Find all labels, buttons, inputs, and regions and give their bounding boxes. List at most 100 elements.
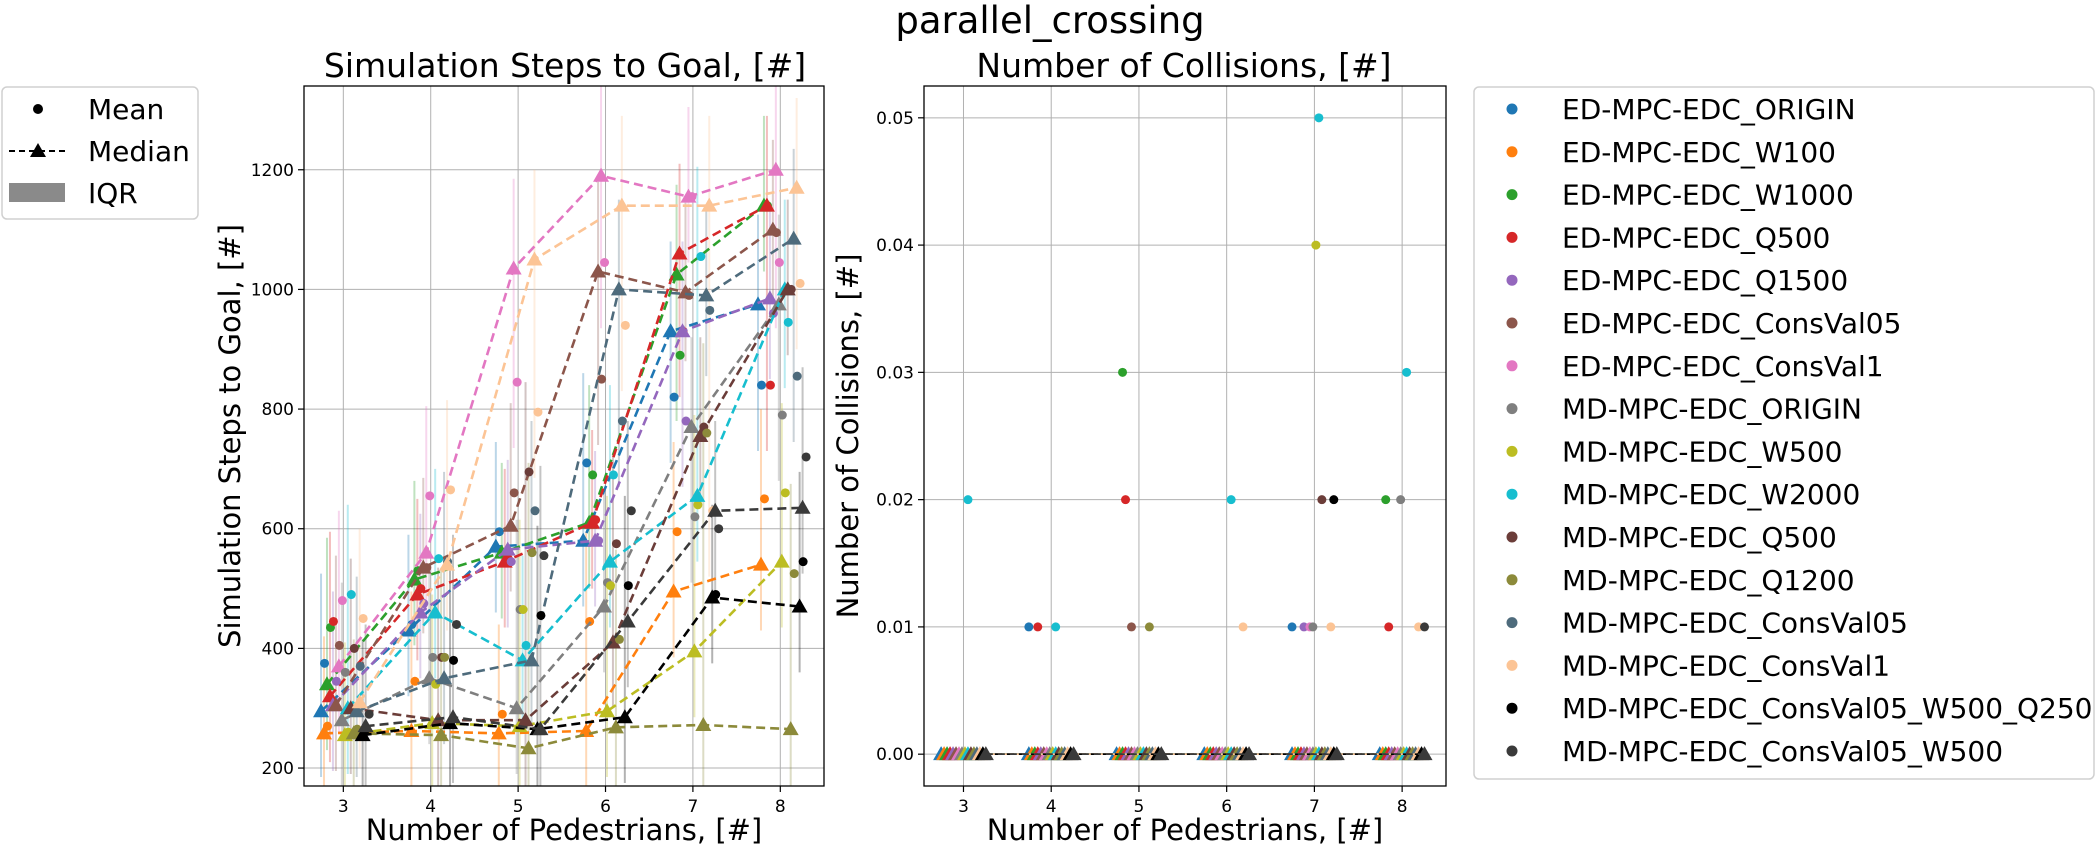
steps-median-point bbox=[761, 290, 778, 305]
legend-marker-icon bbox=[1506, 531, 1518, 543]
steps-mean-point bbox=[524, 467, 534, 477]
steps-mean-point bbox=[497, 709, 507, 719]
steps-ytick-label: 400 bbox=[262, 639, 294, 659]
mean-marker-icon bbox=[33, 104, 43, 114]
legend-label: MD-MPC-EDC_W500 bbox=[1562, 435, 1842, 468]
steps-median-line bbox=[328, 204, 768, 698]
steps-median-point bbox=[436, 670, 453, 685]
steps-mean-point bbox=[536, 610, 546, 620]
steps-median-point bbox=[686, 643, 703, 658]
steps-mean-point bbox=[681, 416, 691, 426]
legend-marker-icon bbox=[1506, 403, 1518, 415]
legend-marker-icon bbox=[1506, 317, 1518, 329]
legend-item: ED-MPC-EDC_ORIGIN bbox=[1506, 93, 1856, 126]
steps-series bbox=[339, 252, 793, 715]
steps-mean-point bbox=[690, 512, 700, 522]
legend-label: ED-MPC-EDC_ConsVal05 bbox=[1562, 307, 1901, 340]
steps-median-point bbox=[791, 598, 808, 613]
collisions-series bbox=[953, 495, 1409, 761]
steps-mean-point bbox=[588, 470, 598, 480]
collisions-mean-point bbox=[1033, 622, 1043, 632]
collisions-ytick-label: 0.05 bbox=[876, 109, 914, 129]
legend-label: MD-MPC-EDC_ConsVal05_W500_Q250 bbox=[1562, 692, 2093, 725]
collisions-median-point bbox=[977, 746, 994, 761]
collisions-mean-point bbox=[1118, 367, 1128, 377]
collisions-mean-point bbox=[1317, 495, 1327, 505]
steps-median-point bbox=[671, 245, 688, 260]
steps-median-line bbox=[356, 237, 795, 713]
legend-marker-icon bbox=[1506, 146, 1518, 158]
steps-grid bbox=[304, 86, 824, 786]
steps-mean-point bbox=[780, 488, 790, 498]
legend-item: MD-MPC-EDC_ConsVal1 bbox=[1506, 649, 1890, 682]
collisions-mean-point bbox=[1238, 622, 1248, 632]
steps-median-point bbox=[788, 179, 805, 194]
steps-median-point bbox=[674, 323, 691, 338]
steps-median-point bbox=[613, 197, 630, 212]
steps-median-point bbox=[665, 583, 682, 598]
steps-mean-point bbox=[801, 452, 811, 462]
collisions-xtick-label: 3 bbox=[958, 797, 969, 817]
legend-label: ED-MPC-EDC_ORIGIN bbox=[1562, 93, 1856, 126]
steps-median-point bbox=[619, 613, 636, 628]
steps-mean-point bbox=[611, 539, 621, 549]
steps-mean-point bbox=[527, 548, 537, 558]
steps-mean-point bbox=[533, 407, 543, 417]
collisions-series bbox=[939, 367, 1394, 761]
steps-mean-point bbox=[440, 652, 450, 662]
steps-median-point bbox=[526, 251, 543, 266]
steps-median-point bbox=[701, 197, 718, 212]
steps-median-point bbox=[406, 571, 423, 586]
steps-median-point bbox=[409, 586, 426, 601]
steps-median-point bbox=[683, 419, 700, 434]
collisions-mean-point bbox=[1024, 622, 1034, 632]
steps-median-point bbox=[680, 188, 697, 203]
steps-mean-point bbox=[798, 557, 808, 567]
steps-median-point bbox=[508, 700, 525, 715]
steps-mean-point bbox=[620, 320, 630, 330]
steps-median-point bbox=[598, 703, 615, 718]
steps-xtick-label: 4 bbox=[425, 797, 436, 817]
steps-median-line bbox=[344, 560, 783, 737]
steps-mean-point bbox=[783, 317, 793, 327]
collisions-xtick-label: 8 bbox=[1397, 797, 1408, 817]
steps-median-line bbox=[362, 596, 800, 737]
legend-marker-icon bbox=[1506, 103, 1518, 115]
legend-item: ED-MPC-EDC_ConsVal05 bbox=[1506, 307, 1901, 340]
steps-mean-point bbox=[626, 506, 636, 516]
legend-label: ED-MPC-EDC_W1000 bbox=[1562, 179, 1854, 212]
collisions-mean-point bbox=[1329, 495, 1339, 505]
stats-legend-iqr: IQR bbox=[88, 177, 138, 210]
legend-marker-icon bbox=[1506, 659, 1518, 671]
steps-mean-point bbox=[509, 488, 519, 498]
steps-series bbox=[321, 197, 775, 703]
collisions-marks bbox=[933, 113, 1433, 761]
steps-chart: Simulation Steps to Goal, [#] 3 4 5 6 7 8 200 4… bbox=[213, 46, 825, 847]
steps-median-point bbox=[752, 556, 769, 571]
steps-mean-point bbox=[521, 640, 531, 650]
steps-median-point bbox=[321, 688, 338, 703]
collisions-median-point bbox=[1153, 746, 1170, 761]
collisions-xtick-label: 4 bbox=[1046, 797, 1057, 817]
collisions-series bbox=[959, 113, 1415, 761]
legend-label: MD-MPC-EDC_ConsVal1 bbox=[1562, 649, 1890, 682]
steps-mean-point bbox=[494, 527, 504, 537]
collisions-mean-point bbox=[1326, 622, 1336, 632]
steps-series bbox=[327, 221, 781, 712]
legend-item: MD-MPC-EDC_Q1200 bbox=[1506, 564, 1855, 597]
collisions-series bbox=[951, 622, 1406, 761]
collisions-series bbox=[974, 495, 1430, 761]
steps-median-point bbox=[596, 598, 613, 613]
stats-legend-median: Median bbox=[88, 135, 190, 168]
collisions-series bbox=[956, 240, 1412, 761]
legend-marker-icon bbox=[1506, 702, 1518, 714]
legend-marker-icon bbox=[1506, 617, 1518, 629]
steps-mean-point bbox=[792, 371, 802, 381]
steps-median-point bbox=[785, 230, 802, 245]
steps-median-point bbox=[520, 740, 537, 755]
steps-median-line bbox=[341, 303, 780, 722]
steps-median-point bbox=[523, 652, 540, 667]
legend-marker-icon bbox=[1506, 360, 1518, 372]
steps-mean-point bbox=[446, 485, 456, 495]
steps-median-point bbox=[327, 697, 344, 712]
